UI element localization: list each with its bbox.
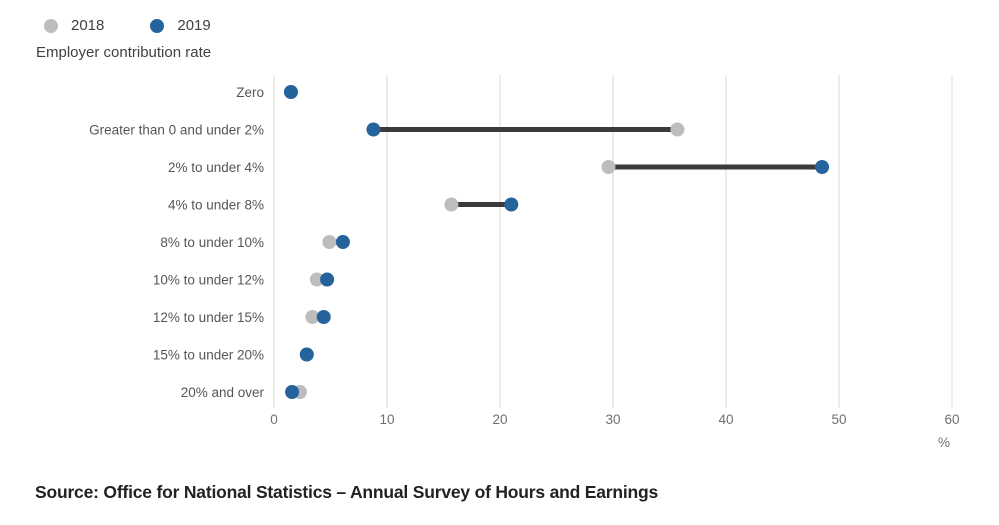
dot-2019 <box>285 385 300 399</box>
category-label: 20% and over <box>181 385 265 400</box>
category-label: Zero <box>236 85 264 100</box>
dot-2019 <box>299 347 314 362</box>
dot-2019 <box>320 272 335 287</box>
dot-2019 <box>335 235 350 249</box>
source-caption: Source: Office for National Statistics –… <box>35 482 659 502</box>
dot-2018 <box>322 235 337 249</box>
dot-2019 <box>504 197 519 212</box>
legend-item-2018: 2018 <box>44 17 104 34</box>
dot-2018 <box>670 122 685 137</box>
dot-2018 <box>444 197 459 212</box>
x-tick-label: 50 <box>831 412 846 427</box>
x-tick-label: 30 <box>605 412 620 427</box>
category-label: 12% to under 15% <box>153 310 264 325</box>
dot-2018 <box>305 310 320 324</box>
category-label: Greater than 0 and under 2% <box>89 123 264 138</box>
legend-item-2019: 2019 <box>150 17 211 34</box>
x-tick-label: 60 <box>944 412 959 427</box>
legend-label-2019: 2019 <box>177 17 211 34</box>
x-tick-label: 0 <box>270 412 278 427</box>
x-axis-unit-label: % <box>938 435 950 450</box>
axis-title-employer-contribution-rate: Employer contribution rate <box>36 44 212 61</box>
x-tick-label: 40 <box>718 412 733 427</box>
dot-2019 <box>316 310 331 324</box>
category-label: 10% to under 12% <box>153 273 264 288</box>
category-label: 8% to under 10% <box>160 235 264 250</box>
category-label: 15% to under 20% <box>153 348 264 363</box>
legend-dot-2019-icon <box>150 18 165 33</box>
dot-2018 <box>309 272 324 287</box>
chart-canvas: 0 10 20 30 40 50 60% Zero Greater than 0 and und… <box>89 75 960 450</box>
legend-dot-2018-icon <box>44 18 58 33</box>
category-label: 2% to under 4% <box>168 160 264 175</box>
dot-2019 <box>366 122 381 137</box>
legend-label-2018: 2018 <box>71 17 105 34</box>
dot-2018 <box>601 160 616 174</box>
x-tick-label: 10 <box>379 412 394 427</box>
dot-2019 <box>283 85 298 99</box>
dot-2019 <box>815 160 830 174</box>
x-tick-label: 20 <box>492 412 507 427</box>
category-label: 4% to under 8% <box>168 198 264 213</box>
legend: 2018 2019 <box>44 17 211 34</box>
